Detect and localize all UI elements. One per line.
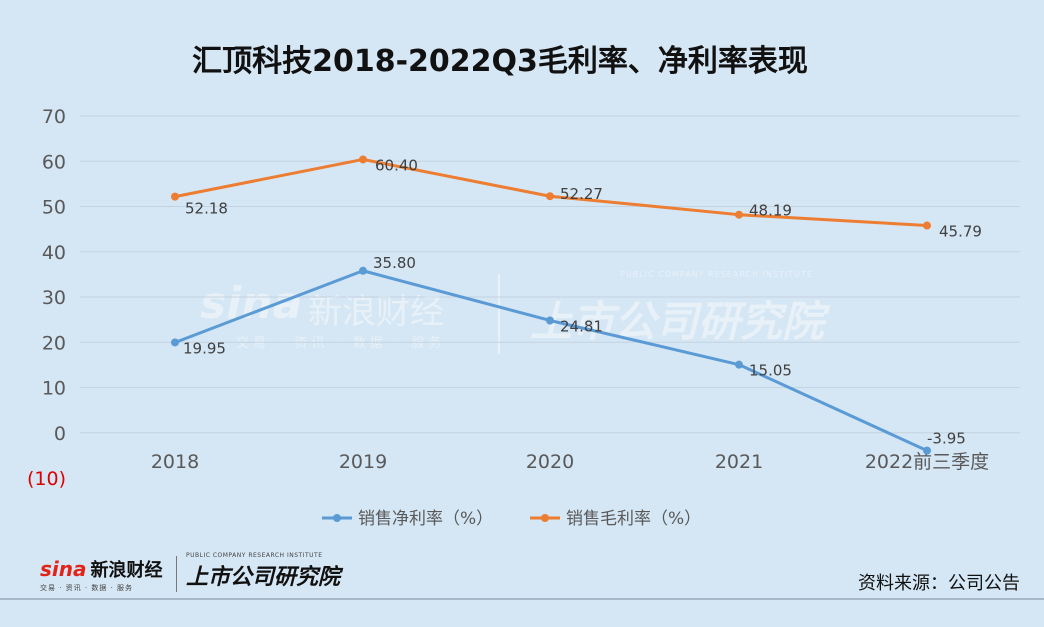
y-tick-label: (10) <box>27 468 66 490</box>
data-label: 48.19 <box>749 202 792 220</box>
data-point <box>735 210 743 219</box>
y-tick-label: 20 <box>42 332 66 354</box>
watermark-divider <box>498 274 500 354</box>
data-label: 52.27 <box>560 185 603 203</box>
series-group: 19.95 35.80 24.81 15.05 -3.95 52.18 60.40 52.27… <box>171 155 982 455</box>
y-axis-ticks: 70 60 50 40 30 20 10 0 (10) <box>27 106 66 490</box>
institute-logo: PUBLIC COMPANY RESEARCH INSTITUTE 上市公司研究… <box>186 552 376 592</box>
y-tick-label: 70 <box>42 106 66 128</box>
x-tick-label: 2019 <box>339 451 387 473</box>
x-axis-ticks: 2018 2019 2020 2021 2022前三季度 <box>151 451 989 473</box>
data-label: -3.95 <box>927 430 966 448</box>
x-tick-label: 2020 <box>526 451 574 473</box>
sina-finance-logo: sina 新浪财经 交易 · 资讯 · 数据 · 服务 <box>40 556 170 592</box>
watermark: sina 新浪财经 交易 · 资讯 · 数据 · 服务 PUBLIC COMPA… <box>200 268 840 363</box>
y-tick-label: 40 <box>42 242 66 264</box>
legend-swatch-marker <box>333 514 341 522</box>
legend-label: 销售净利率（%） <box>358 509 493 529</box>
data-point <box>735 360 743 369</box>
series-net-margin: 19.95 35.80 24.81 15.05 -3.95 <box>171 254 966 455</box>
data-point <box>546 192 554 201</box>
chart-title: 汇顶科技2018-2022Q3毛利率、净利率表现 <box>192 44 808 79</box>
data-point <box>359 266 367 275</box>
gridlines <box>80 115 1020 434</box>
logo-divider <box>176 556 177 592</box>
institute-logo-cn: 上市公司研究院 <box>186 565 341 590</box>
watermark-inst-en: PUBLIC COMPANY RESEARCH INSTITUTE <box>620 270 813 279</box>
data-point <box>923 221 931 230</box>
y-tick-label: 50 <box>42 197 66 219</box>
data-point <box>171 192 179 201</box>
data-label: 15.05 <box>749 362 792 380</box>
legend-swatch-marker <box>541 514 549 522</box>
data-label: 19.95 <box>183 339 226 357</box>
watermark-sina-name: 新浪财经 <box>308 292 444 332</box>
y-tick-label: 30 <box>42 287 66 309</box>
watermark-sina-sub: 交易 · 资讯 · 数据 · 服务 <box>236 336 446 351</box>
source-note: 资料来源：公司公告 <box>858 573 1020 594</box>
data-point <box>546 316 554 325</box>
institute-logo-en: PUBLIC COMPANY RESEARCH INSTITUTE <box>186 552 323 559</box>
y-tick-label: 60 <box>42 151 66 173</box>
data-label: 52.18 <box>185 200 228 218</box>
sina-logo-subtitle: 交易 · 资讯 · 数据 · 服务 <box>40 584 134 592</box>
series-line <box>174 269 928 452</box>
x-tick-label: 2018 <box>151 451 199 473</box>
x-tick-label: 2021 <box>715 451 763 473</box>
sina-logo-mark: sina <box>40 557 87 581</box>
watermark-inst-name: 上市公司研究院 <box>530 297 825 346</box>
series-gross-margin: 52.18 60.40 52.27 48.19 45.79 <box>171 155 982 241</box>
data-label: 60.40 <box>375 156 418 174</box>
data-label: 35.80 <box>373 254 416 272</box>
data-point <box>171 338 179 347</box>
y-tick-label: 0 <box>54 423 66 445</box>
legend-label: 销售毛利率（%） <box>566 509 701 529</box>
sina-logo-name: 新浪财经 <box>90 560 163 581</box>
footer-divider <box>0 598 1044 600</box>
watermark-sina-mark: sina <box>200 278 303 329</box>
x-tick-label: 2022前三季度 <box>865 451 989 473</box>
data-point <box>923 446 931 455</box>
y-tick-label: 10 <box>42 378 66 400</box>
legend: 销售净利率（%） 销售毛利率（%） <box>322 509 701 529</box>
data-label: 45.79 <box>939 223 982 241</box>
data-label: 24.81 <box>560 317 603 335</box>
data-point <box>359 155 367 164</box>
